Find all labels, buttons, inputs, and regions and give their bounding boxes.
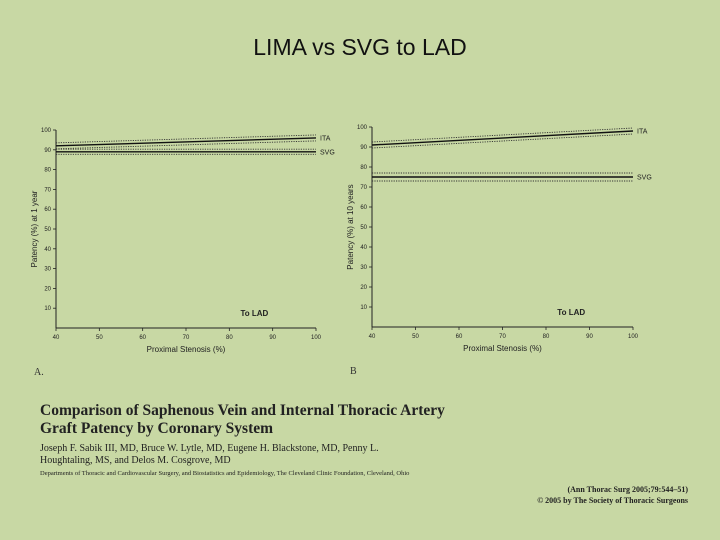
chart-a-svg-label: SVG <box>320 149 335 156</box>
chart-b-ita-label: ITA <box>637 129 648 136</box>
chart-b-ita-lower-band <box>371 133 634 149</box>
chart-b-xtick-label: 60 <box>456 334 463 340</box>
journal-reference: (Ann Thorac Surg 2005;79:544–51) © 2005 … <box>458 484 688 506</box>
chart-b-ytick-label: 30 <box>360 265 367 271</box>
publication-affiliation: Departments of Thoracic and Cardiovascul… <box>40 470 410 477</box>
journal-copyright: © 2005 by The Society of Thoracic Surgeo… <box>537 496 688 505</box>
chart-a-ytick-label: 100 <box>41 128 52 134</box>
chart-b-ytick-label: 90 <box>360 145 367 151</box>
chart-a-ita-lower-band <box>55 140 317 150</box>
chart-b-xtick-label: 90 <box>586 334 593 340</box>
chart-b-ytick-label: 80 <box>360 165 367 171</box>
publication-authors: Joseph F. Sabik III, MD, Bruce W. Lytle,… <box>40 443 379 466</box>
chart-b-xtick-label: 80 <box>543 334 550 340</box>
chart-a-xtick-label: 90 <box>269 335 276 341</box>
chart-a-xtick-label: 80 <box>226 335 233 341</box>
chart-a-xtick-label: 100 <box>311 335 322 341</box>
chart-a-ytick-label: 60 <box>44 207 51 213</box>
chart-b-ytick-label: 10 <box>360 305 367 311</box>
chart-b-panel-label: B <box>350 366 357 377</box>
chart-a-xtick-label: 40 <box>53 335 60 341</box>
chart-a-xtick-label: 70 <box>183 335 190 341</box>
journal-citation: (Ann Thorac Surg 2005;79:544–51) <box>567 485 688 494</box>
chart-b-ytick-label: 100 <box>357 125 368 131</box>
citation-block: Comparison of Saphenous Vein and Interna… <box>40 402 688 505</box>
figure-panels: 10 20 30 40 50 60 70 80 90 100 40 50 60 70 80 90 100 Prox… <box>0 110 720 390</box>
chart-a-x-axis-label: Proximal Stenosis (%) <box>147 345 226 354</box>
chart-a-ita-label: ITA <box>320 135 331 142</box>
chart-a-ytick-label: 40 <box>44 247 51 253</box>
chart-a-ytick-label: 30 <box>44 267 51 273</box>
chart-a-xtick-label: 60 <box>139 335 146 341</box>
chart-b-x-axis-label: Proximal Stenosis (%) <box>463 344 542 353</box>
publication-title: Comparison of Saphenous Vein and Interna… <box>40 402 445 437</box>
chart-a-panel-label: A. <box>34 367 44 378</box>
chart-b-xtick-label: 70 <box>499 334 506 340</box>
chart-a-ita-upper-band <box>55 134 317 144</box>
chart-a-ytick-label: 20 <box>44 286 51 292</box>
chart-b-svg-label: SVG <box>637 175 652 182</box>
chart-b-ytick-label: 20 <box>360 285 367 291</box>
chart-a-xtick-label: 50 <box>96 335 103 341</box>
chart-b-xtick-label: 100 <box>628 334 639 340</box>
slide-title: LIMA vs SVG to LAD <box>253 34 467 60</box>
chart-b-ita-line <box>371 130 634 146</box>
chart-a-y-axis-label: Patency (%) at 1 year <box>30 190 39 267</box>
chart-b-ytick-label: 70 <box>360 185 367 191</box>
chart-a-ytick-label: 10 <box>44 306 51 312</box>
chart-b-annotation: To LAD <box>557 308 585 317</box>
chart-a-ita-line <box>55 137 317 147</box>
chart-b-ytick-label: 40 <box>360 245 367 251</box>
chart-b-ytick-label: 60 <box>360 205 367 211</box>
chart-a-ytick-label: 90 <box>44 148 51 154</box>
chart-b-ytick-label: 50 <box>360 225 367 231</box>
chart-a-ytick-label: 50 <box>44 227 51 233</box>
patency-charts: 10 20 30 40 50 60 70 80 90 100 40 50 60 70 80 90 100 Prox… <box>30 125 652 378</box>
chart-b-xtick-label: 40 <box>369 334 376 340</box>
chart-a-ytick-label: 80 <box>44 168 51 174</box>
chart-a-ytick-label: 70 <box>44 187 51 193</box>
chart-b-ita-upper-band <box>371 127 634 143</box>
chart-a-annotation: To LAD <box>240 309 268 318</box>
chart-b-y-axis-label: Patency (%) at 10 years <box>346 184 355 269</box>
chart-b-xtick-label: 50 <box>412 334 419 340</box>
